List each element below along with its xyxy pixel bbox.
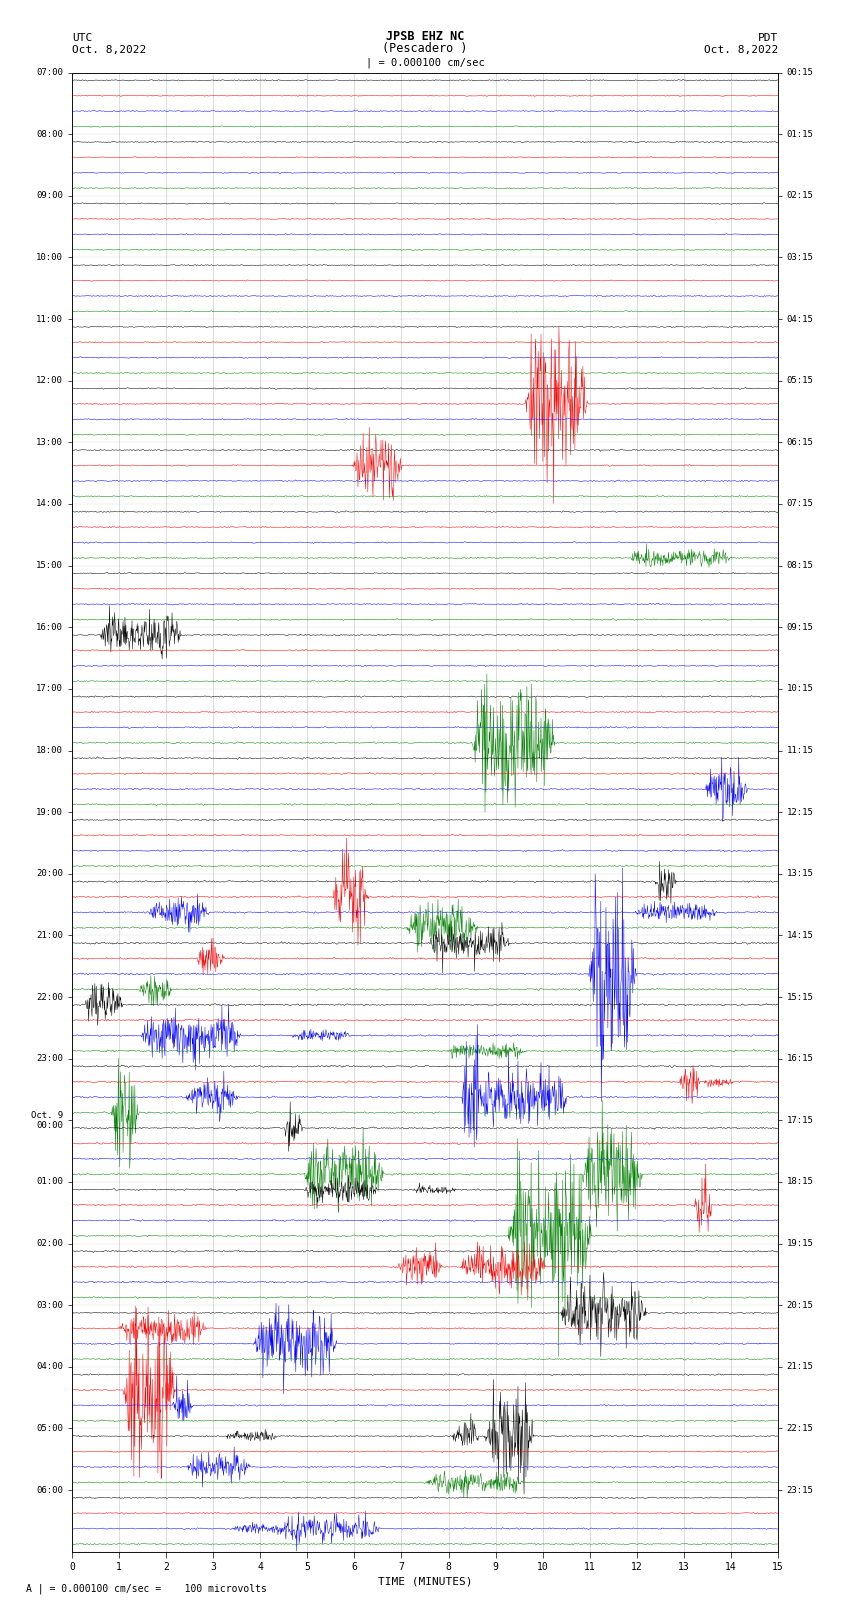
Text: JPSB EHZ NC: JPSB EHZ NC: [386, 29, 464, 44]
Text: PDT: PDT: [757, 32, 778, 44]
Text: (Pescadero ): (Pescadero ): [382, 42, 468, 55]
Text: Oct. 8,2022: Oct. 8,2022: [72, 45, 146, 55]
Text: | = 0.000100 cm/sec: | = 0.000100 cm/sec: [366, 56, 484, 68]
X-axis label: TIME (MINUTES): TIME (MINUTES): [377, 1576, 473, 1586]
Text: A | = 0.000100 cm/sec =    100 microvolts: A | = 0.000100 cm/sec = 100 microvolts: [26, 1582, 266, 1594]
Text: UTC: UTC: [72, 32, 93, 44]
Text: Oct. 8,2022: Oct. 8,2022: [704, 45, 778, 55]
